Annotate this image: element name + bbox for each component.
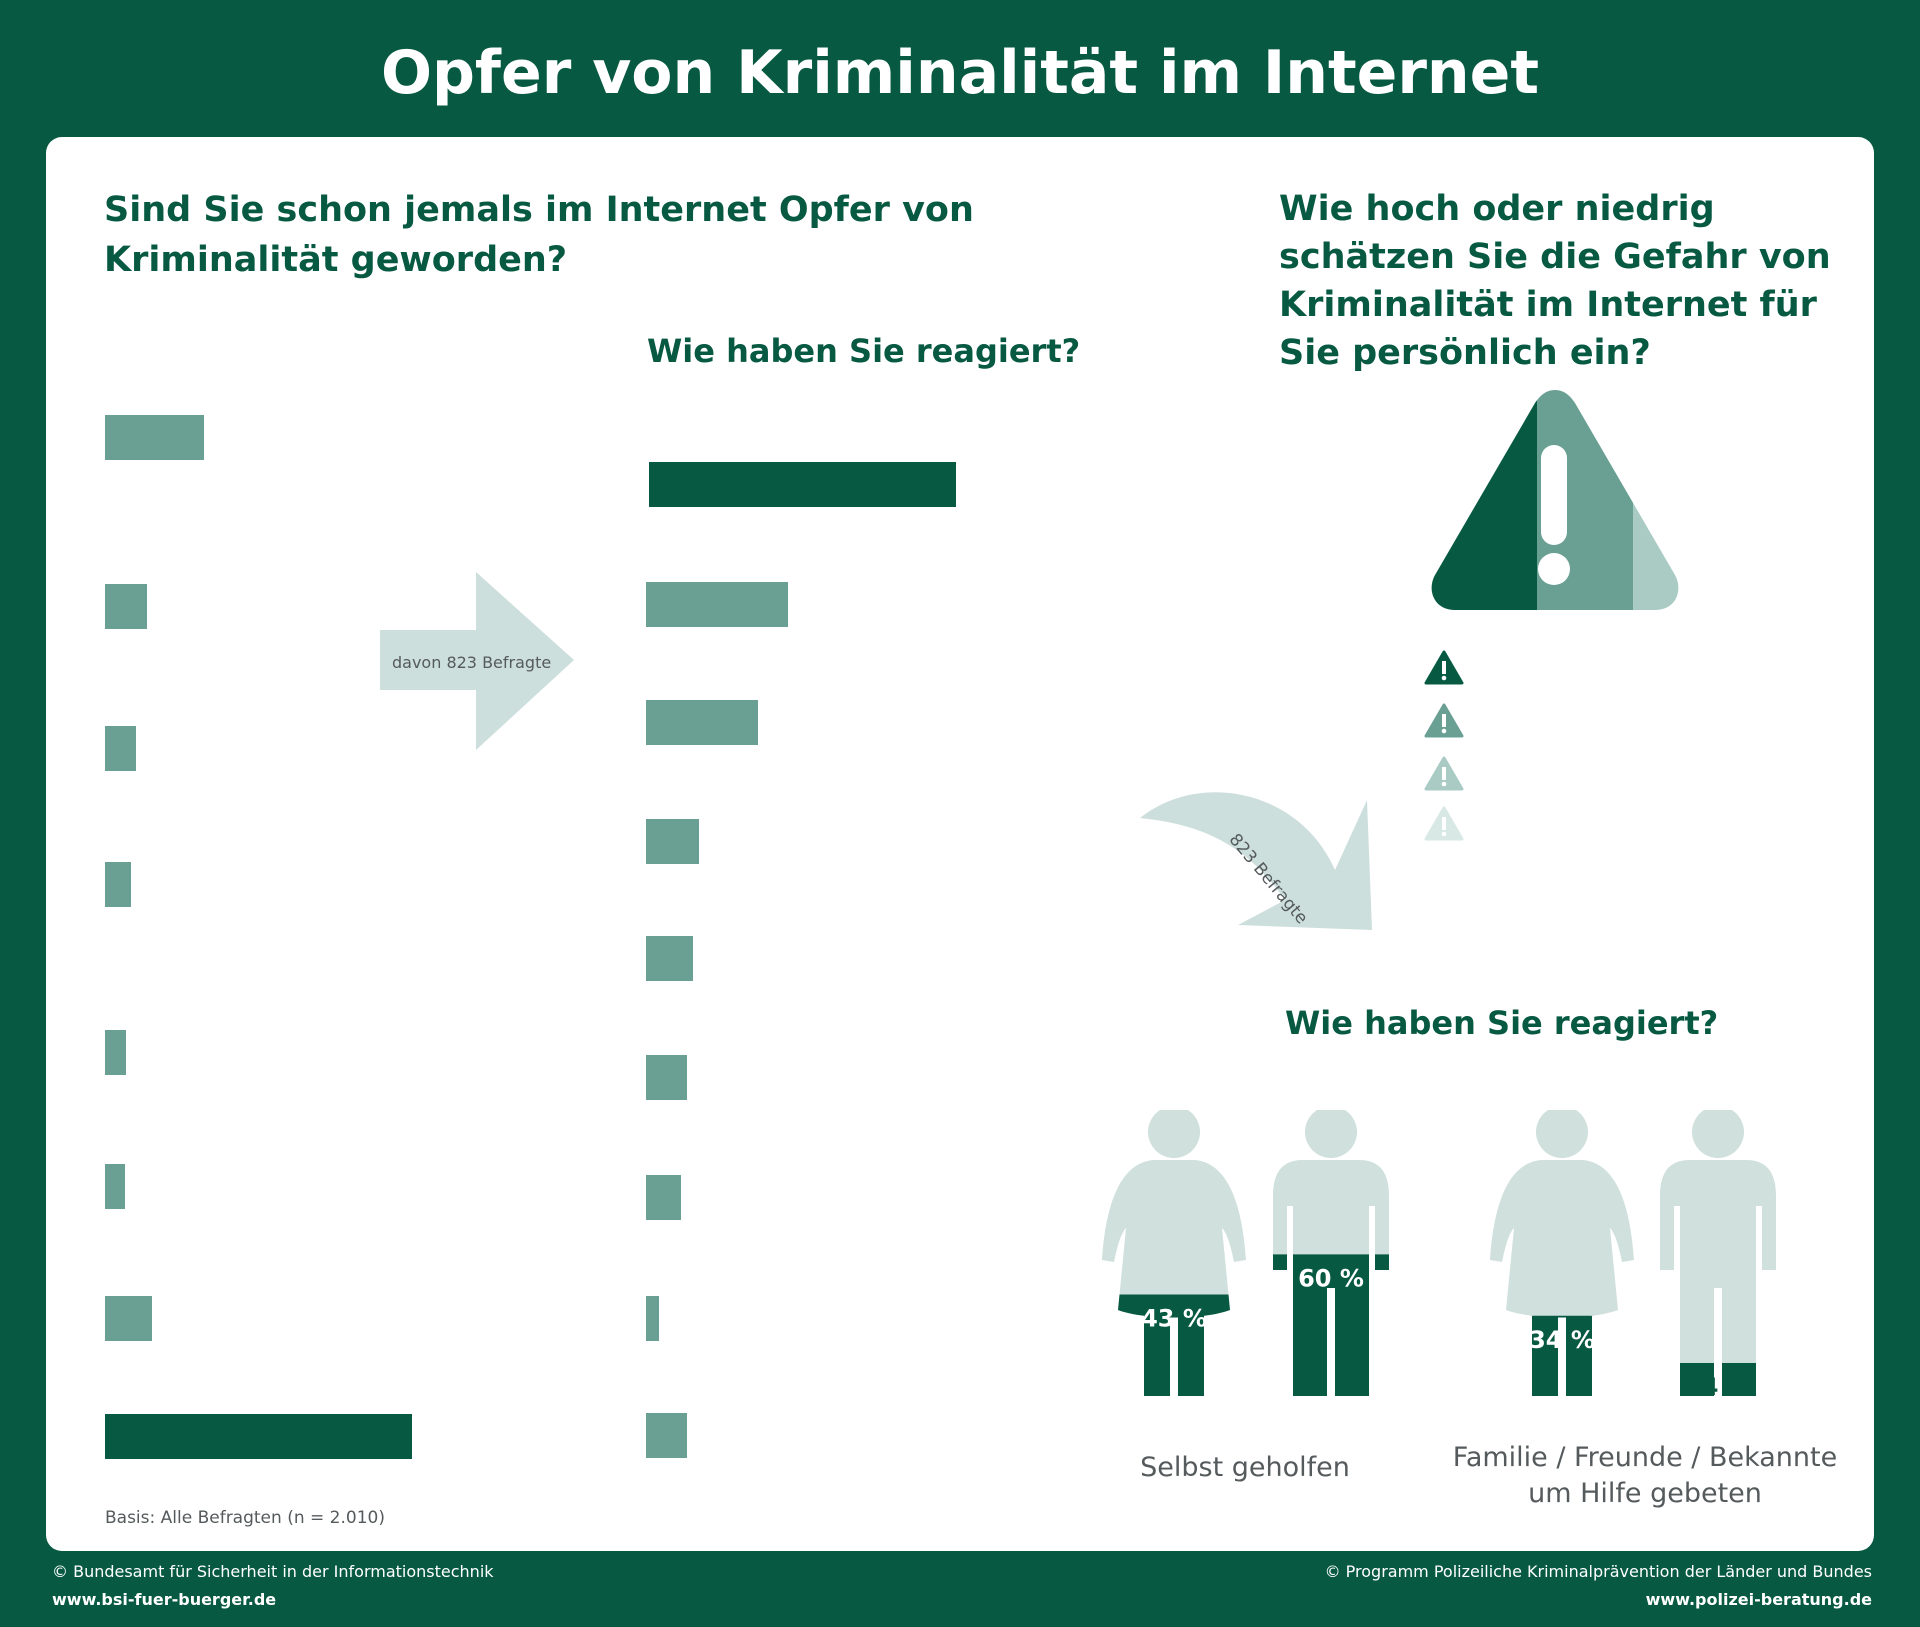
question-reaction-gender-heading: Wie haben Sie reagiert? <box>1285 1004 1719 1042</box>
bar <box>105 1030 126 1075</box>
footer-left-copyright: © Bundesamt für Sicherheit in der Inform… <box>52 1562 494 1581</box>
warning-icon <box>1424 650 1464 685</box>
warning-triangle-icon <box>1431 390 1679 610</box>
footer-right-copyright: © Programm Polizeiliche Kriminalpräventi… <box>1324 1562 1872 1581</box>
bar <box>646 700 759 745</box>
bar <box>105 862 131 907</box>
bar <box>649 462 956 507</box>
percentage-label: 60 % <box>1298 1264 1364 1292</box>
people-pictogram-chart: 43 % 60 % 34 % 14 % <box>1102 1110 1776 1401</box>
woman-family-help-icon: 34 % <box>1490 1110 1634 1396</box>
footer-left-url[interactable]: www.bsi-fuer-buerger.de <box>52 1590 277 1609</box>
bar <box>105 1164 125 1209</box>
warning-icon <box>1424 756 1464 791</box>
page-title: Opfer von Kriminalität im Internet <box>380 38 1540 108</box>
bar <box>646 582 788 627</box>
bar <box>646 936 694 981</box>
self-help-label: Selbst geholfen <box>1140 1452 1350 1483</box>
question-reaction-heading: Wie haben Sie reagiert? <box>647 332 1081 370</box>
warning-icon <box>1424 703 1464 738</box>
basis-note: Basis: Alle Befragten (n = 2.010) <box>105 1508 385 1528</box>
percentage-label: 34 % <box>1529 1326 1595 1354</box>
bar <box>105 584 147 629</box>
family-help-label: Familie / Freunde / Bekannte um Hilfe ge… <box>1452 1442 1838 1509</box>
bar <box>105 415 204 460</box>
arrow-respondents-label: davon 823 Befragte <box>392 653 552 672</box>
bar <box>646 1296 659 1341</box>
arrow-curved-icon <box>1140 792 1372 930</box>
bar <box>646 1413 688 1458</box>
footer-right-url[interactable]: www.polizei-beratung.de <box>1645 1590 1872 1609</box>
bar <box>105 1414 412 1459</box>
warning-icon <box>1424 806 1464 841</box>
percentage-label: 14 % <box>1685 1373 1751 1401</box>
man-self-help-icon: 60 % <box>1273 1110 1389 1396</box>
bar <box>646 1055 688 1100</box>
question-danger-heading: Wie hoch oder niedrig schätzen Sie die G… <box>1279 189 1831 373</box>
percentage-label: 43 % <box>1141 1305 1207 1333</box>
bar <box>105 1296 152 1341</box>
bar <box>646 1175 682 1220</box>
woman-self-help-icon: 43 % <box>1102 1110 1246 1396</box>
question-victim-heading: Sind Sie schon jemals im Internet Opfer … <box>104 190 974 280</box>
man-family-help-icon: 14 % <box>1660 1110 1776 1401</box>
bar <box>105 726 137 771</box>
arrow-right-icon <box>380 572 574 750</box>
bar <box>646 819 700 864</box>
